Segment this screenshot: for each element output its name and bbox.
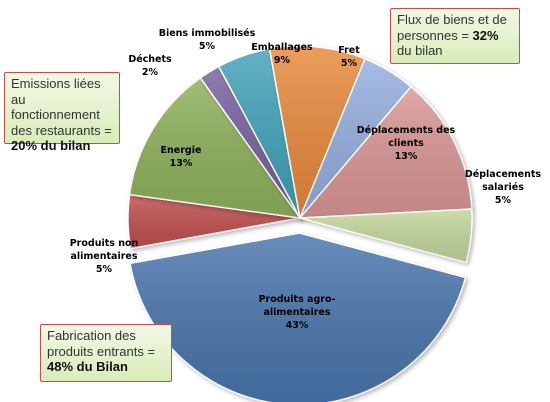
callout-flux-emphasis: 32% [472,27,499,43]
callout-fabrication-text: Fabrication des produits entrants = [47,328,156,359]
slice-emballages-value: 9% [274,55,291,66]
callout-emissions-emphasis: 20% du bilan [11,138,91,153]
slice-deplacements-des-clients-value: 13% [395,151,418,162]
slice-fret-label: Fret 5% [338,45,360,69]
slice-produits-agro-alimentaires-label: Produits agro-alimentaires 43% [259,294,336,331]
slice-biens-immobilises-value: 5% [199,41,216,52]
slice-energie-label: Energie 13% [161,145,202,169]
slice-fret-value: 5% [341,58,358,69]
slice-fret-name-line: Fret [338,45,360,56]
slice-produits-agro-alimentaires-name-line: Produits agro- [259,294,336,305]
slice-produits-non-alimentaires-label: Produits non alimentaires 5% [70,238,139,275]
slice-deplacements-des-clients-name-line: Déplacements des [357,125,456,136]
slice-deplacements-salaries-label: Déplacements salariés 5% [465,169,542,206]
slice-emballages-name-line: Emballages [251,42,313,53]
slice-dechets-shading [200,66,300,219]
slice-produits-non-alimentaires-value: 5% [96,264,113,275]
slice-deplacements-des-clients-name-line: clients [388,138,424,149]
callout-flux: Flux de biens et de personnes = 32% du b… [390,8,520,64]
callout-flux-suffix: du bilan [397,43,443,58]
slice-dechets-value: 2% [142,67,159,78]
slice-produits-non-alimentaires-name-line: alimentaires [70,251,137,262]
slice-emballages-shading [269,45,365,218]
slice-produits-non-alimentaires-name-line: Produits non [70,238,139,249]
slice-deplacements-salaries-shading [300,208,473,263]
slice-energie-value: 13% [170,158,193,169]
slice-deplacements-des-clients-shading [300,86,472,219]
slice-deplacements-salaries-name-line: Déplacements [465,169,542,180]
slice-fret-shading [300,58,412,218]
slice-biens-immobilises-shading [218,48,300,219]
callout-fabrication-emphasis: 48% du Bilan [47,359,128,374]
slice-energie-shading [129,77,300,218]
slice-dechets-name-line: Déchets [128,54,172,65]
callout-emissions: Emissions liées au fonctionnement des re… [4,72,120,153]
slice-produits-non-alimentaires-shading [127,194,300,249]
pie-slice-labels: Produits agro-alimentaires 43% Produits no… [70,28,542,331]
slice-produits-agro-alimentaires-shading [130,232,466,402]
slice-dechets-label: Déchets 2% [128,54,172,78]
slice-biens-immobilises-label: Biens immobilisés 5% [159,28,256,52]
slice-produits-agro-alimentaires-value: 43% [286,320,309,331]
slice-deplacements-salaries-value: 5% [495,195,512,206]
slice-produits-agro-alimentaires-name-line: alimentaires [263,307,330,318]
callout-emissions-text: Emissions liées au fonctionnement des re… [11,76,112,138]
callout-flux-text: Flux de biens et de personnes = [397,12,507,43]
slice-energie-name-line: Energie [161,145,202,156]
slice-biens-immobilises-name-line: Biens immobilisés [159,28,256,39]
pie-slices [127,45,473,402]
slice-deplacements-des-clients-label: Déplacements des clients 13% [357,125,456,162]
callout-fabrication: Fabrication des produits entrants = 48% … [40,324,172,382]
slice-deplacements-salaries-name-line: salariés [482,182,524,193]
slice-emballages-label: Emballages 9% [251,42,313,66]
